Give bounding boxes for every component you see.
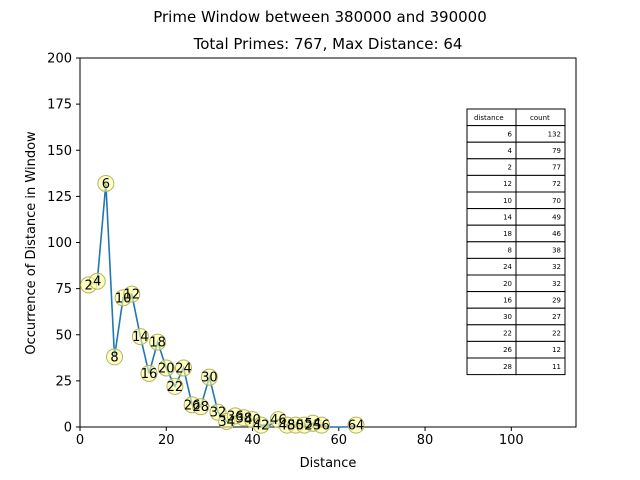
table-cell-value: 18 xyxy=(503,230,512,238)
data-label: 28 xyxy=(192,400,209,415)
x-tick-label: 60 xyxy=(331,433,348,448)
data-point xyxy=(157,359,175,377)
data-label: 22 xyxy=(167,380,184,395)
table-cell-value: 22 xyxy=(503,330,512,338)
y-tick-label: 200 xyxy=(47,52,72,67)
data-point xyxy=(123,285,141,303)
data-point xyxy=(88,272,106,290)
data-label: 32 xyxy=(210,406,227,421)
table-cell-value: 132 xyxy=(548,130,561,138)
data-point xyxy=(347,416,365,434)
table-cell-value: 32 xyxy=(552,263,561,271)
table-cell-value: 72 xyxy=(552,180,561,188)
table-cell-value: 12 xyxy=(552,346,561,354)
table-cell-value: 26 xyxy=(503,346,512,354)
data-label: 16 xyxy=(141,367,158,382)
y-tick-label: 0 xyxy=(64,421,72,436)
data-label: 4 xyxy=(93,275,101,290)
y-axis-label: Occurrence of Distance in Window xyxy=(24,131,39,355)
data-label: 6 xyxy=(102,177,110,192)
data-label: 36 xyxy=(227,409,244,424)
data-point xyxy=(252,416,270,434)
data-point xyxy=(106,348,124,366)
data-label: 30 xyxy=(201,371,218,386)
y-tick-label: 125 xyxy=(47,190,72,205)
table-cell-value: 77 xyxy=(552,164,561,172)
data-label: 52 xyxy=(296,419,313,434)
data-label: 34 xyxy=(218,415,235,430)
data-point xyxy=(131,328,149,346)
data-label: 42 xyxy=(253,419,270,434)
table-cell-value: 28 xyxy=(503,363,512,371)
data-label: 56 xyxy=(313,419,330,434)
x-tick-label: 0 xyxy=(76,433,84,448)
x-tick-label: 20 xyxy=(158,433,175,448)
data-label: 12 xyxy=(123,288,140,303)
data-label: 50 xyxy=(287,419,304,434)
data-label: 46 xyxy=(270,413,287,428)
data-point xyxy=(192,398,210,416)
chart-subtitle: Total Primes: 767, Max Distance: 64 xyxy=(193,35,463,53)
x-tick-label: 100 xyxy=(499,433,524,448)
data-label: 24 xyxy=(175,361,192,376)
table-cell-value: 16 xyxy=(503,296,512,304)
y-tick-label: 25 xyxy=(55,374,72,389)
table-cell xyxy=(515,357,566,376)
data-label: 38 xyxy=(236,411,253,426)
data-label: 64 xyxy=(348,419,365,434)
table-cell-value: 29 xyxy=(552,296,561,304)
table-cell-value: 38 xyxy=(552,247,561,255)
table-cell-value: 11 xyxy=(552,363,561,371)
table-cell-value: 24 xyxy=(503,263,512,271)
data-label: 20 xyxy=(158,361,175,376)
table-cell-value: 70 xyxy=(552,197,561,205)
data-point xyxy=(200,368,218,386)
table-cell-value: 46 xyxy=(552,230,561,238)
x-tick-label: 40 xyxy=(244,433,261,448)
y-tick-label: 50 xyxy=(55,328,72,343)
data-label: 14 xyxy=(132,330,149,345)
y-tick-label: 100 xyxy=(47,236,72,251)
x-axis-label: Distance xyxy=(300,456,357,471)
table-cell-value: 79 xyxy=(552,147,561,155)
data-point xyxy=(140,364,158,382)
data-label: 18 xyxy=(149,336,166,351)
table-header-label: distance xyxy=(474,114,504,122)
x-tick-label: 80 xyxy=(417,433,434,448)
table-cell-value: 32 xyxy=(552,280,561,288)
table-cell-value: 4 xyxy=(508,147,513,155)
data-point xyxy=(166,377,184,395)
data-label: 26 xyxy=(184,398,201,413)
data-point xyxy=(175,359,193,377)
table-header-label: count xyxy=(530,114,550,122)
table-cell-value: 27 xyxy=(552,313,561,321)
distance-table: distance count 6 132 4 79 2 77 12 72 10 70 14 49 18 46 8… xyxy=(466,108,566,376)
table-cell-value: 8 xyxy=(508,247,512,255)
data-label: 54 xyxy=(305,417,322,432)
table-cell-value: 6 xyxy=(508,130,513,138)
table-cell-value: 14 xyxy=(503,213,512,221)
data-point xyxy=(97,174,115,192)
table-cell-value: 30 xyxy=(503,313,512,321)
data-label: 48 xyxy=(279,419,296,434)
table-cell-value: 20 xyxy=(503,280,512,288)
y-tick-label: 75 xyxy=(55,282,72,297)
table-cell-value: 22 xyxy=(552,330,561,338)
table-cell-value: 2 xyxy=(508,164,512,172)
chart-title: Prime Window between 380000 and 390000 xyxy=(153,8,487,26)
table-cell-value: 12 xyxy=(503,180,512,188)
table-cell-value: 49 xyxy=(552,213,561,221)
data-label: 8 xyxy=(110,350,118,365)
table-cell-value: 10 xyxy=(503,197,512,205)
data-label: 2 xyxy=(84,278,92,293)
data-point xyxy=(313,416,331,434)
y-tick-label: 150 xyxy=(47,144,72,159)
data-point xyxy=(149,333,167,351)
data-label: 10 xyxy=(115,291,132,306)
y-tick-label: 175 xyxy=(47,98,72,113)
data-label: 40 xyxy=(244,413,261,428)
